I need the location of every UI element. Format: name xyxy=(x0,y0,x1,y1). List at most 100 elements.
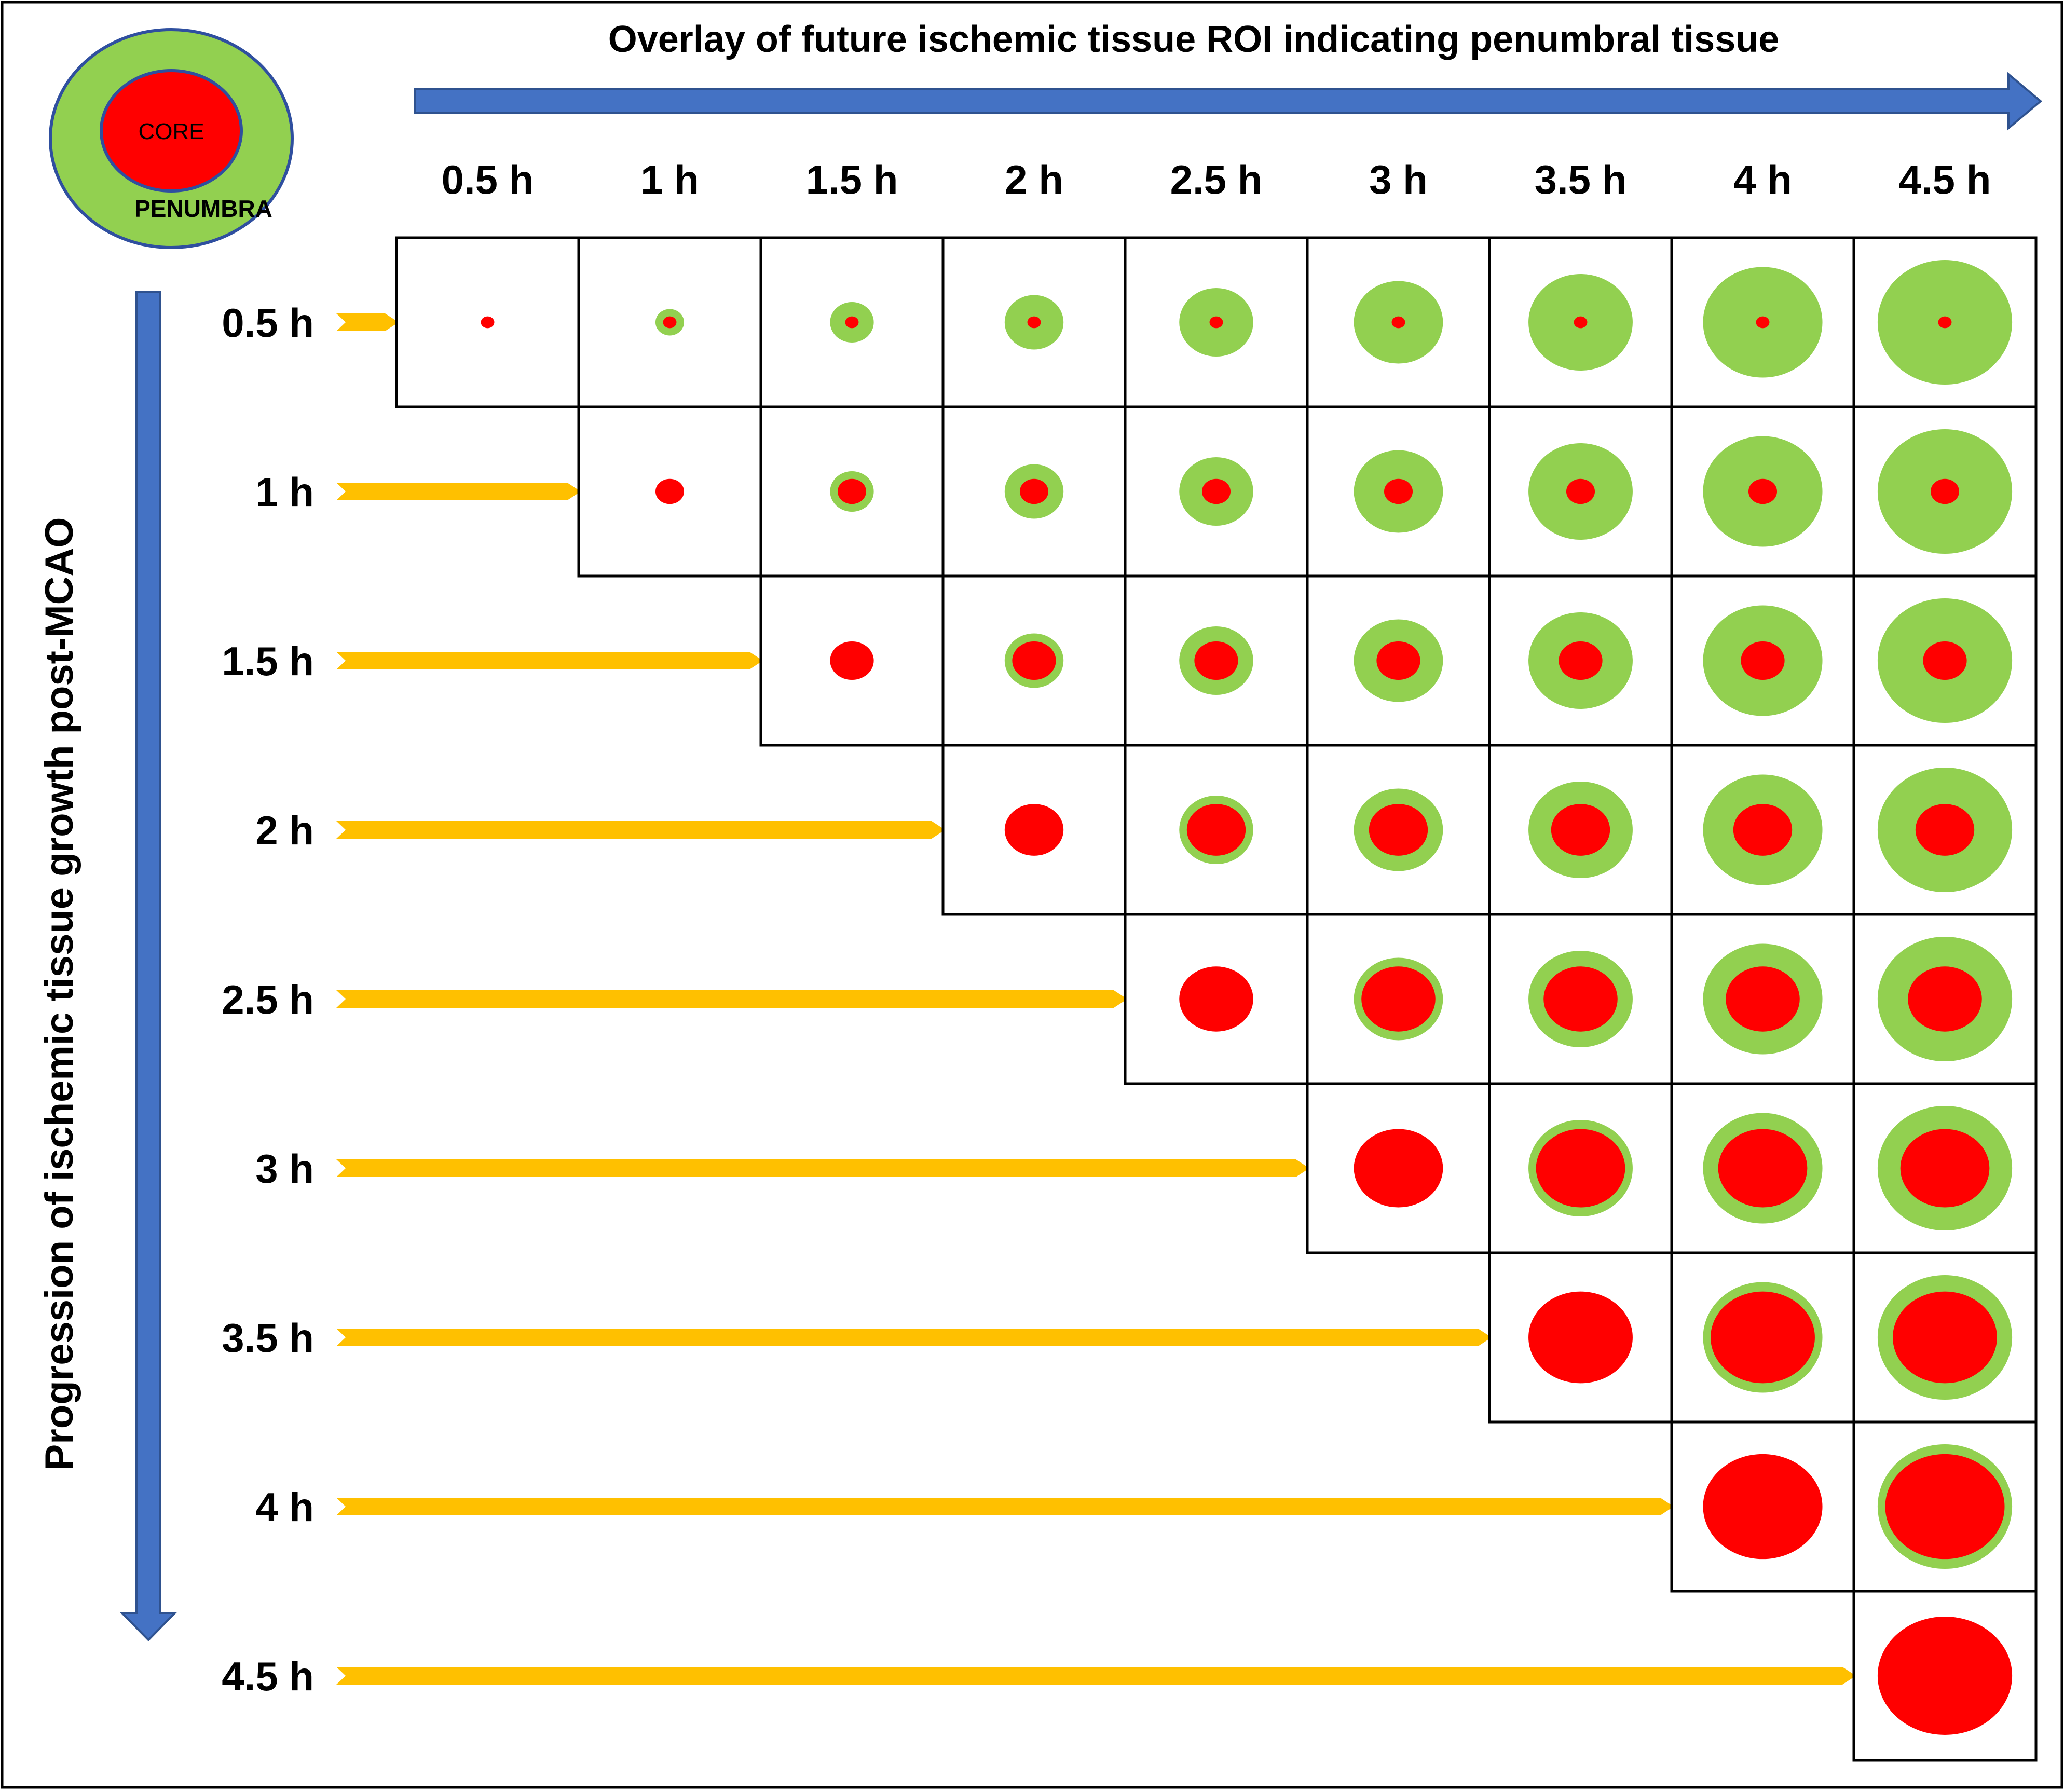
grid-cell xyxy=(577,405,762,578)
grid-cell xyxy=(1670,236,1855,408)
legend-core-circle xyxy=(100,69,243,193)
grid-cell xyxy=(1852,1251,2038,1424)
core-ellipse xyxy=(845,316,859,329)
core-ellipse xyxy=(1741,641,1785,680)
grid-cell xyxy=(1124,236,1309,408)
core-ellipse xyxy=(1551,804,1610,856)
core-ellipse xyxy=(1391,316,1405,329)
grid-cell xyxy=(1306,574,1491,747)
core-ellipse xyxy=(1566,478,1595,504)
row-label: 1.5 h xyxy=(222,638,314,684)
row-arrow xyxy=(336,1498,1674,1515)
grid-cell xyxy=(1852,1590,2038,1762)
grid-cell xyxy=(941,574,1127,747)
grid-cell xyxy=(1670,1082,1855,1254)
core-ellipse xyxy=(1201,478,1231,504)
grid-cell xyxy=(759,405,945,578)
core-ellipse xyxy=(663,316,677,329)
core-ellipse xyxy=(1012,641,1056,680)
cell-grid xyxy=(395,236,2038,1762)
column-header: 0.5 h xyxy=(442,157,534,202)
grid-cell xyxy=(941,236,1127,408)
core-ellipse xyxy=(1748,478,1778,504)
grid-cell xyxy=(1852,236,2038,408)
grid-cell xyxy=(941,744,1127,916)
grid-cell xyxy=(395,236,580,408)
row-label: 4.5 h xyxy=(222,1653,314,1699)
grid-cell xyxy=(759,236,945,408)
row-arrow xyxy=(336,1159,1309,1177)
core-ellipse xyxy=(1574,316,1588,329)
grid-cell xyxy=(1306,236,1491,408)
core-ellipse xyxy=(1900,1129,1990,1208)
row-label: 3.5 h xyxy=(222,1315,314,1361)
grid-cell xyxy=(1488,405,1673,578)
row-label: 3 h xyxy=(255,1146,314,1192)
core-ellipse xyxy=(1733,804,1793,856)
grid-cell xyxy=(1124,574,1309,747)
core-ellipse xyxy=(1004,804,1064,856)
row-label: 2.5 h xyxy=(222,977,314,1022)
legend-core-label: CORE xyxy=(138,119,204,144)
progression-axis-arrow xyxy=(119,291,177,1641)
core-ellipse xyxy=(1186,804,1246,856)
column-header: 1.5 h xyxy=(806,157,898,202)
grid-cell xyxy=(1670,1420,1855,1593)
row-arrows xyxy=(336,313,1856,1685)
core-ellipse xyxy=(1711,1291,1815,1384)
row-labels: 0.5 h 1 h 1.5 h 2 h 2.5 h 3 h 3.5 h 4 h 4.5 h xyxy=(222,300,314,1699)
core-ellipse xyxy=(837,478,867,504)
column-header: 4.5 h xyxy=(1899,157,1991,202)
legend-penumbra-label: PENUMBRA xyxy=(134,195,272,222)
core-ellipse xyxy=(1885,1454,2005,1560)
grid-cell xyxy=(1488,236,1673,408)
grid-cell xyxy=(1852,744,2038,916)
grid-cell xyxy=(1852,1420,2038,1593)
core-ellipse xyxy=(1726,966,1800,1032)
column-header: 3 h xyxy=(1369,157,1428,202)
grid-cell xyxy=(1488,1251,1673,1424)
core-ellipse xyxy=(1938,316,1952,329)
grid-cell xyxy=(941,405,1127,578)
core-ellipse xyxy=(1384,478,1413,504)
grid-cell xyxy=(1124,405,1309,578)
column-header: 1 h xyxy=(640,157,699,202)
grid-cell xyxy=(1488,574,1673,747)
grid-cell xyxy=(1670,913,1855,1085)
row-label: 2 h xyxy=(255,808,314,853)
column-header: 2.5 h xyxy=(1170,157,1263,202)
diagram-title: Overlay of future ischemic tissue ROI in… xyxy=(608,19,1780,60)
grid-cell xyxy=(1306,1082,1491,1254)
grid-cell xyxy=(1124,913,1309,1085)
grid-cell xyxy=(1488,913,1673,1085)
row-arrow xyxy=(336,313,399,331)
core-ellipse xyxy=(1528,1291,1633,1384)
grid-cell xyxy=(1670,405,1855,578)
core-ellipse xyxy=(1027,316,1041,329)
row-arrow xyxy=(336,821,945,839)
core-ellipse xyxy=(1718,1129,1808,1208)
row-label: 0.5 h xyxy=(222,300,314,346)
core-ellipse xyxy=(1877,1617,2013,1735)
row-label: 1 h xyxy=(255,469,314,515)
row-arrow xyxy=(336,1667,1856,1685)
grid-cell xyxy=(1852,574,2038,747)
legend: CORE PENUMBRA xyxy=(49,28,294,249)
core-ellipse xyxy=(1930,478,1960,504)
core-ellipse xyxy=(655,478,685,504)
grid-cell xyxy=(1488,744,1673,916)
core-ellipse xyxy=(1543,966,1618,1032)
core-ellipse xyxy=(1559,641,1603,680)
core-ellipse xyxy=(1369,804,1428,856)
grid-cell xyxy=(1670,1251,1855,1424)
column-header: 4 h xyxy=(1733,157,1792,202)
core-ellipse xyxy=(1893,1291,1997,1384)
row-arrow xyxy=(336,990,1127,1008)
core-ellipse xyxy=(1209,316,1223,329)
row-arrow xyxy=(336,1329,1492,1346)
grid-cell xyxy=(1670,744,1855,916)
grid-cell xyxy=(1306,744,1491,916)
